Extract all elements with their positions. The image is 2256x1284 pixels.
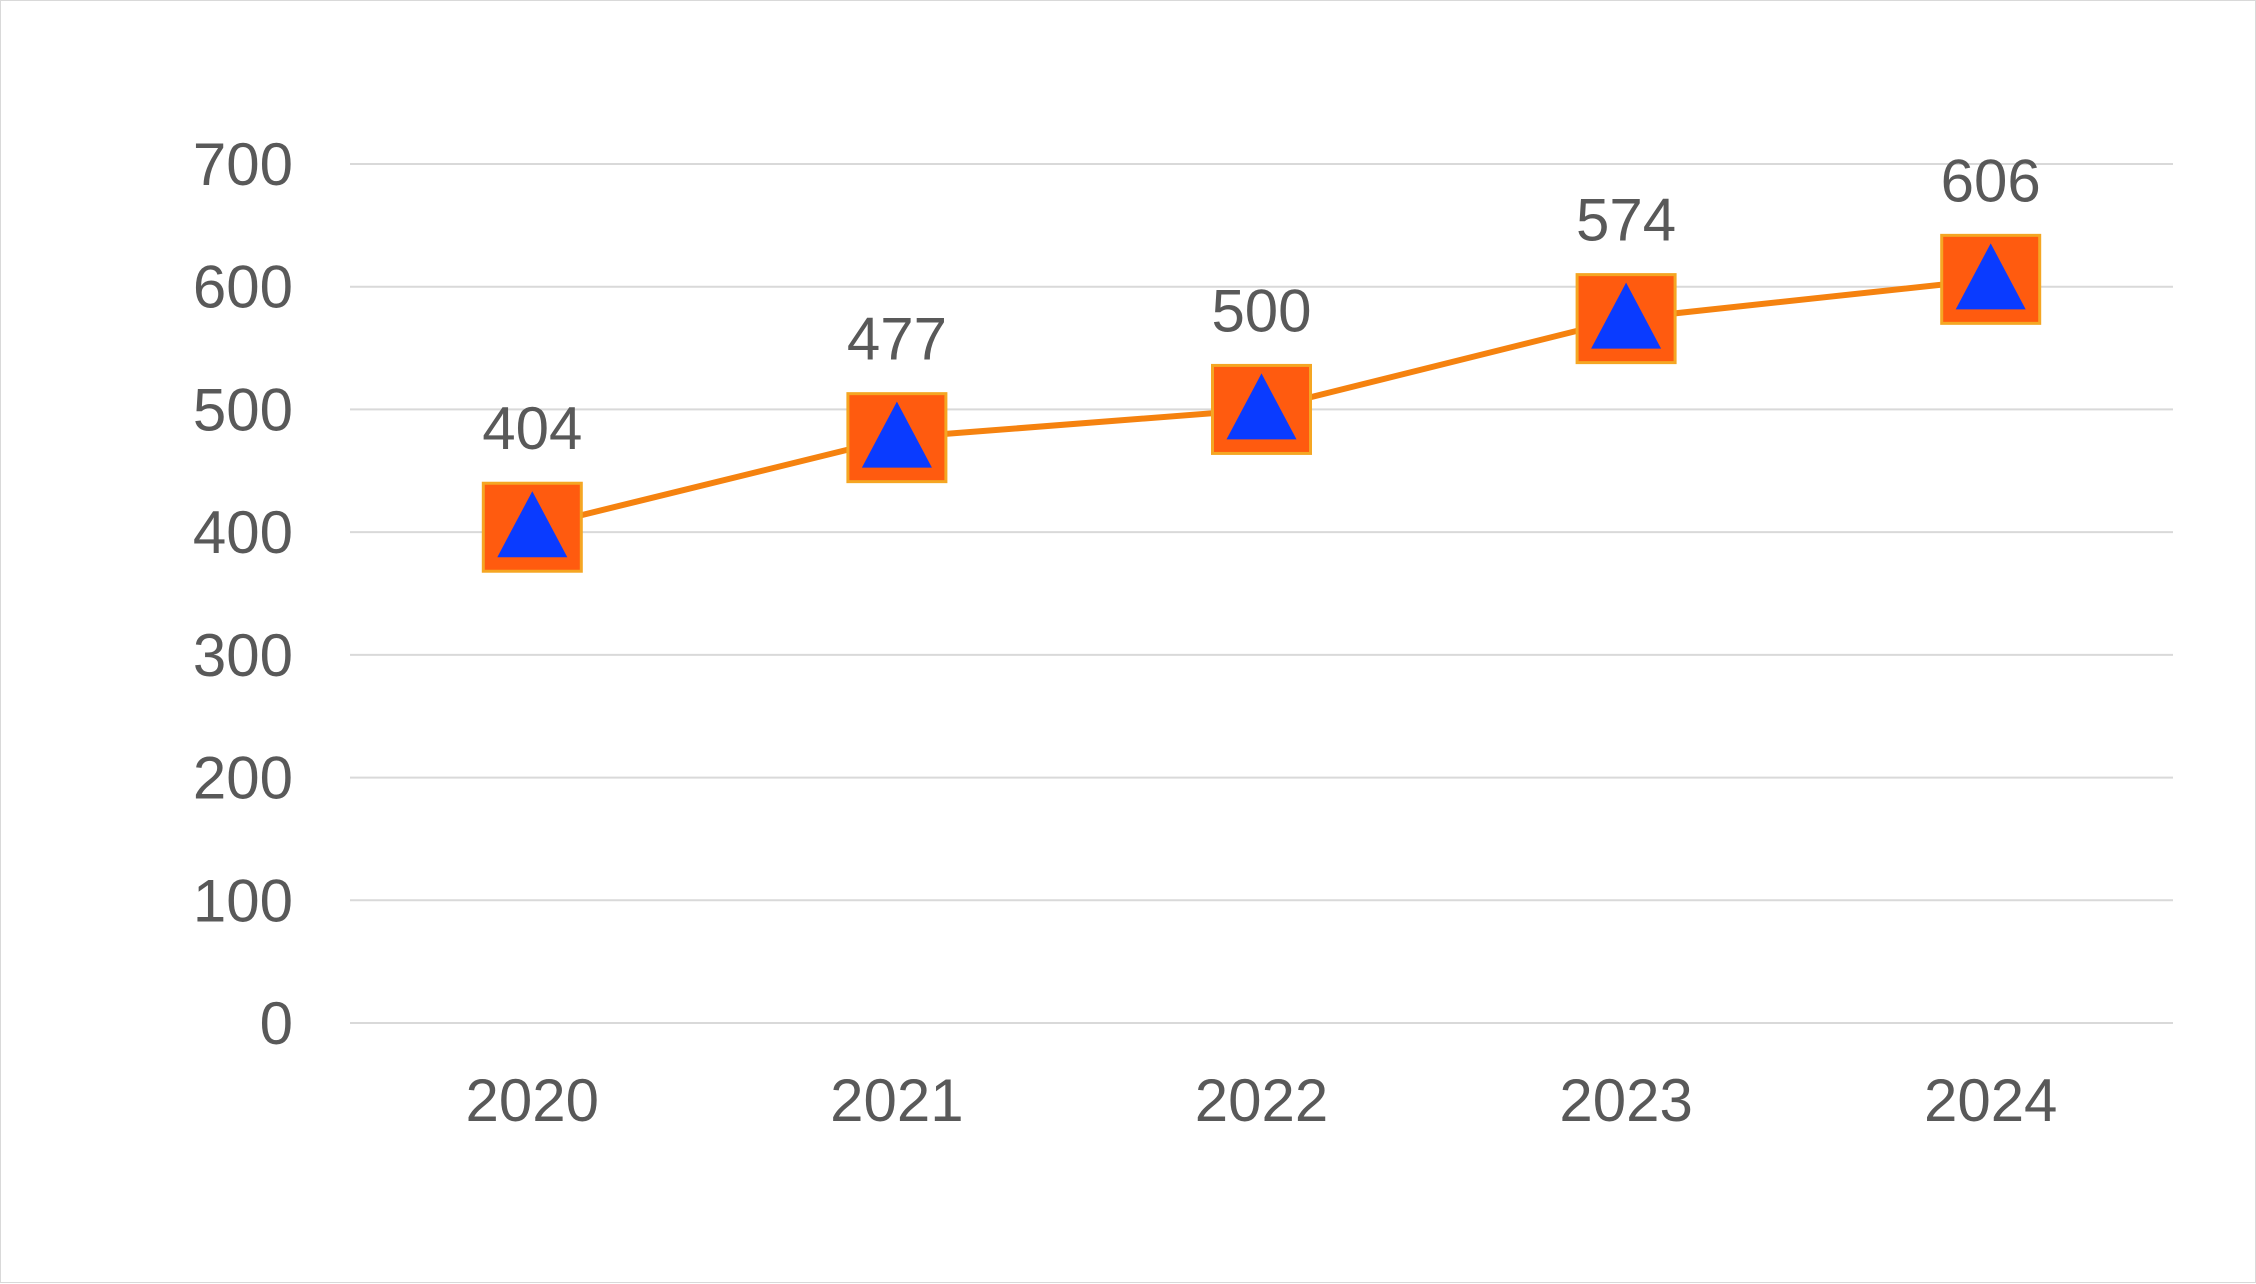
data-point-marker [1940, 233, 2042, 325]
data-label: 606 [1941, 147, 2041, 214]
data-label: 404 [482, 395, 582, 462]
triangle-icon [497, 491, 568, 558]
triangle-icon [1955, 243, 2026, 310]
y-tick-label: 300 [193, 622, 293, 689]
markers [481, 233, 2042, 573]
x-tick-label: 2020 [466, 1067, 599, 1134]
triangle-icon [1591, 282, 1662, 349]
y-tick-label: 200 [193, 745, 293, 812]
y-tick-label: 400 [193, 499, 293, 566]
triangle-icon [861, 401, 932, 468]
data-point-marker [1211, 363, 1312, 455]
data-labels: 404 477 500 574 606 [482, 147, 2041, 462]
y-tick-label: 500 [193, 376, 293, 443]
data-label: 574 [1576, 187, 1676, 254]
y-tick-label: 0 [260, 990, 293, 1057]
data-point-marker [481, 481, 583, 573]
x-tick-label: 2024 [1924, 1067, 2057, 1134]
y-tick-label: 600 [193, 254, 293, 321]
x-tick-label: 2021 [830, 1067, 963, 1134]
triangle-icon [1226, 373, 1297, 440]
data-label: 500 [1211, 277, 1311, 344]
y-axis-ticks: 0 100 200 300 400 500 600 700 [193, 131, 293, 1057]
y-tick-label: 100 [193, 867, 293, 934]
x-tick-label: 2023 [1559, 1067, 1692, 1134]
data-point-marker [1575, 273, 1677, 365]
y-tick-label: 700 [193, 131, 293, 198]
x-tick-label: 2022 [1195, 1067, 1328, 1134]
data-point-marker [846, 392, 948, 484]
data-label: 477 [847, 306, 947, 373]
x-axis-ticks: 2020 2021 2022 2023 2024 [466, 1067, 2058, 1134]
